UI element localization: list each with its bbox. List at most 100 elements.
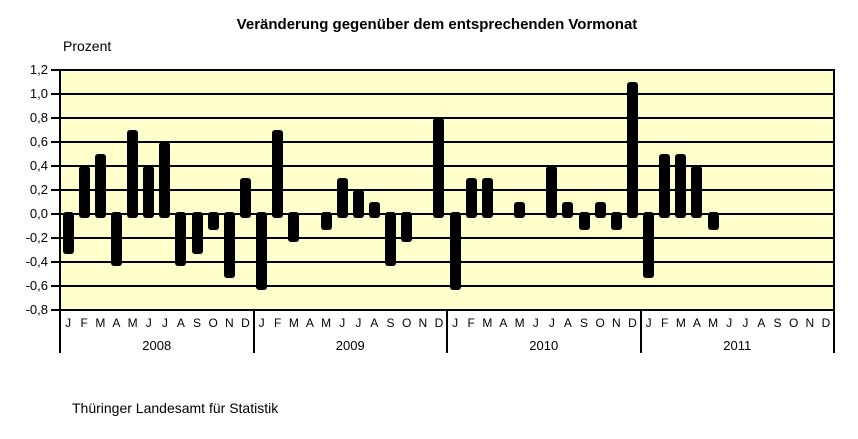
bar-2010-2 xyxy=(465,178,477,218)
y-tick-label: 1,2 xyxy=(29,62,48,77)
month-label: N xyxy=(805,316,815,330)
month-label: O xyxy=(595,316,605,330)
bar-2009-9 xyxy=(385,212,397,266)
month-label: S xyxy=(580,316,589,330)
month-label: S xyxy=(193,316,202,330)
bar-2009-3 xyxy=(288,212,300,242)
year-divider xyxy=(639,310,642,353)
month-label: A xyxy=(499,316,508,330)
y-tick-label: -0,8 xyxy=(25,302,48,317)
bar-2010-12 xyxy=(626,82,638,218)
y-axis-tick xyxy=(51,309,60,311)
month-label: J xyxy=(145,316,152,330)
bar-2010-10 xyxy=(594,202,606,218)
month-label: A xyxy=(305,316,314,330)
bar-2008-1 xyxy=(62,212,74,254)
gridline xyxy=(61,237,833,239)
month-label: O xyxy=(208,316,218,330)
y-tick-label: 1,0 xyxy=(29,86,48,101)
month-label: N xyxy=(611,316,621,330)
month-label: O xyxy=(402,316,412,330)
month-label: J xyxy=(258,316,265,330)
gridline xyxy=(61,261,833,263)
y-axis-tick xyxy=(51,69,60,71)
year-divider xyxy=(446,310,448,353)
y-tick-label: 0,4 xyxy=(29,158,48,173)
bar-2009-5 xyxy=(320,212,332,230)
bar-2008-8 xyxy=(175,212,187,266)
year-label-2008: 2008 xyxy=(142,338,172,353)
month-label: F xyxy=(80,316,88,330)
month-label: J xyxy=(339,316,346,330)
month-label: J xyxy=(161,316,168,330)
month-label: M xyxy=(482,316,493,330)
year-divider xyxy=(833,310,835,353)
month-label: M xyxy=(514,316,525,330)
month-label: M xyxy=(675,316,686,330)
bar-2008-4 xyxy=(110,212,122,266)
y-tick-label: 0,2 xyxy=(29,182,48,197)
y-axis-tick xyxy=(51,141,60,143)
bar-2009-10 xyxy=(401,212,413,242)
bar-2010-7 xyxy=(546,166,558,218)
bar-2011-1 xyxy=(643,212,655,278)
month-label: D xyxy=(628,316,637,330)
y-tick-label: 0,8 xyxy=(29,110,48,125)
gridline xyxy=(61,117,833,119)
month-label: F xyxy=(661,316,669,330)
month-label: A xyxy=(757,316,766,330)
month-label: M xyxy=(321,316,332,330)
month-label: S xyxy=(773,316,782,330)
bar-2011-5 xyxy=(707,212,719,230)
chart-title: Veränderung gegenüber dem entsprechenden… xyxy=(236,16,638,33)
month-label: M xyxy=(127,316,138,330)
gridline xyxy=(61,189,833,191)
y-tick-label: 0,6 xyxy=(29,134,48,149)
month-label: J xyxy=(645,316,652,330)
bar-2009-12 xyxy=(433,118,445,218)
month-label: F xyxy=(274,316,282,330)
bar-2009-7 xyxy=(352,190,364,218)
y-tick-label: -0,2 xyxy=(25,230,48,245)
bar-2009-8 xyxy=(368,202,380,218)
bar-2010-3 xyxy=(481,178,493,218)
bar-2011-3 xyxy=(675,154,687,218)
gridline xyxy=(61,165,833,167)
y-axis-tick xyxy=(51,237,60,239)
month-label: J xyxy=(726,316,733,330)
month-label: J xyxy=(355,316,362,330)
month-label: A xyxy=(370,316,379,330)
gridline xyxy=(61,93,833,95)
gridline xyxy=(61,213,833,215)
month-label: D xyxy=(434,316,444,330)
bar-2008-12 xyxy=(239,178,251,218)
bar-2011-4 xyxy=(691,166,703,218)
bar-2010-8 xyxy=(562,202,574,218)
bar-2008-11 xyxy=(223,212,235,278)
bar-2008-9 xyxy=(191,212,203,254)
month-label: N xyxy=(418,316,428,330)
month-label: A xyxy=(563,316,572,330)
bar-2008-5 xyxy=(127,130,139,218)
bar-2009-6 xyxy=(336,178,348,218)
y-axis-tick xyxy=(51,285,60,287)
y-axis-tick xyxy=(51,189,60,191)
month-label: M xyxy=(708,316,719,330)
y-axis-tick xyxy=(51,117,60,119)
month-label: F xyxy=(467,316,475,330)
bar-2008-7 xyxy=(159,142,171,218)
month-label: D xyxy=(241,316,250,330)
y-axis-tick xyxy=(51,261,60,263)
y-tick-label: -0,4 xyxy=(25,254,48,269)
y-axis-tick xyxy=(51,93,60,95)
bar-2010-1 xyxy=(449,212,461,290)
gridline xyxy=(61,141,833,143)
month-label: J xyxy=(532,316,539,330)
year-label-2010: 2010 xyxy=(529,338,559,353)
month-label: J xyxy=(452,316,459,330)
month-label: O xyxy=(789,316,799,330)
year-divider xyxy=(59,310,61,353)
bar-2011-2 xyxy=(659,154,671,218)
month-label: A xyxy=(692,316,701,330)
